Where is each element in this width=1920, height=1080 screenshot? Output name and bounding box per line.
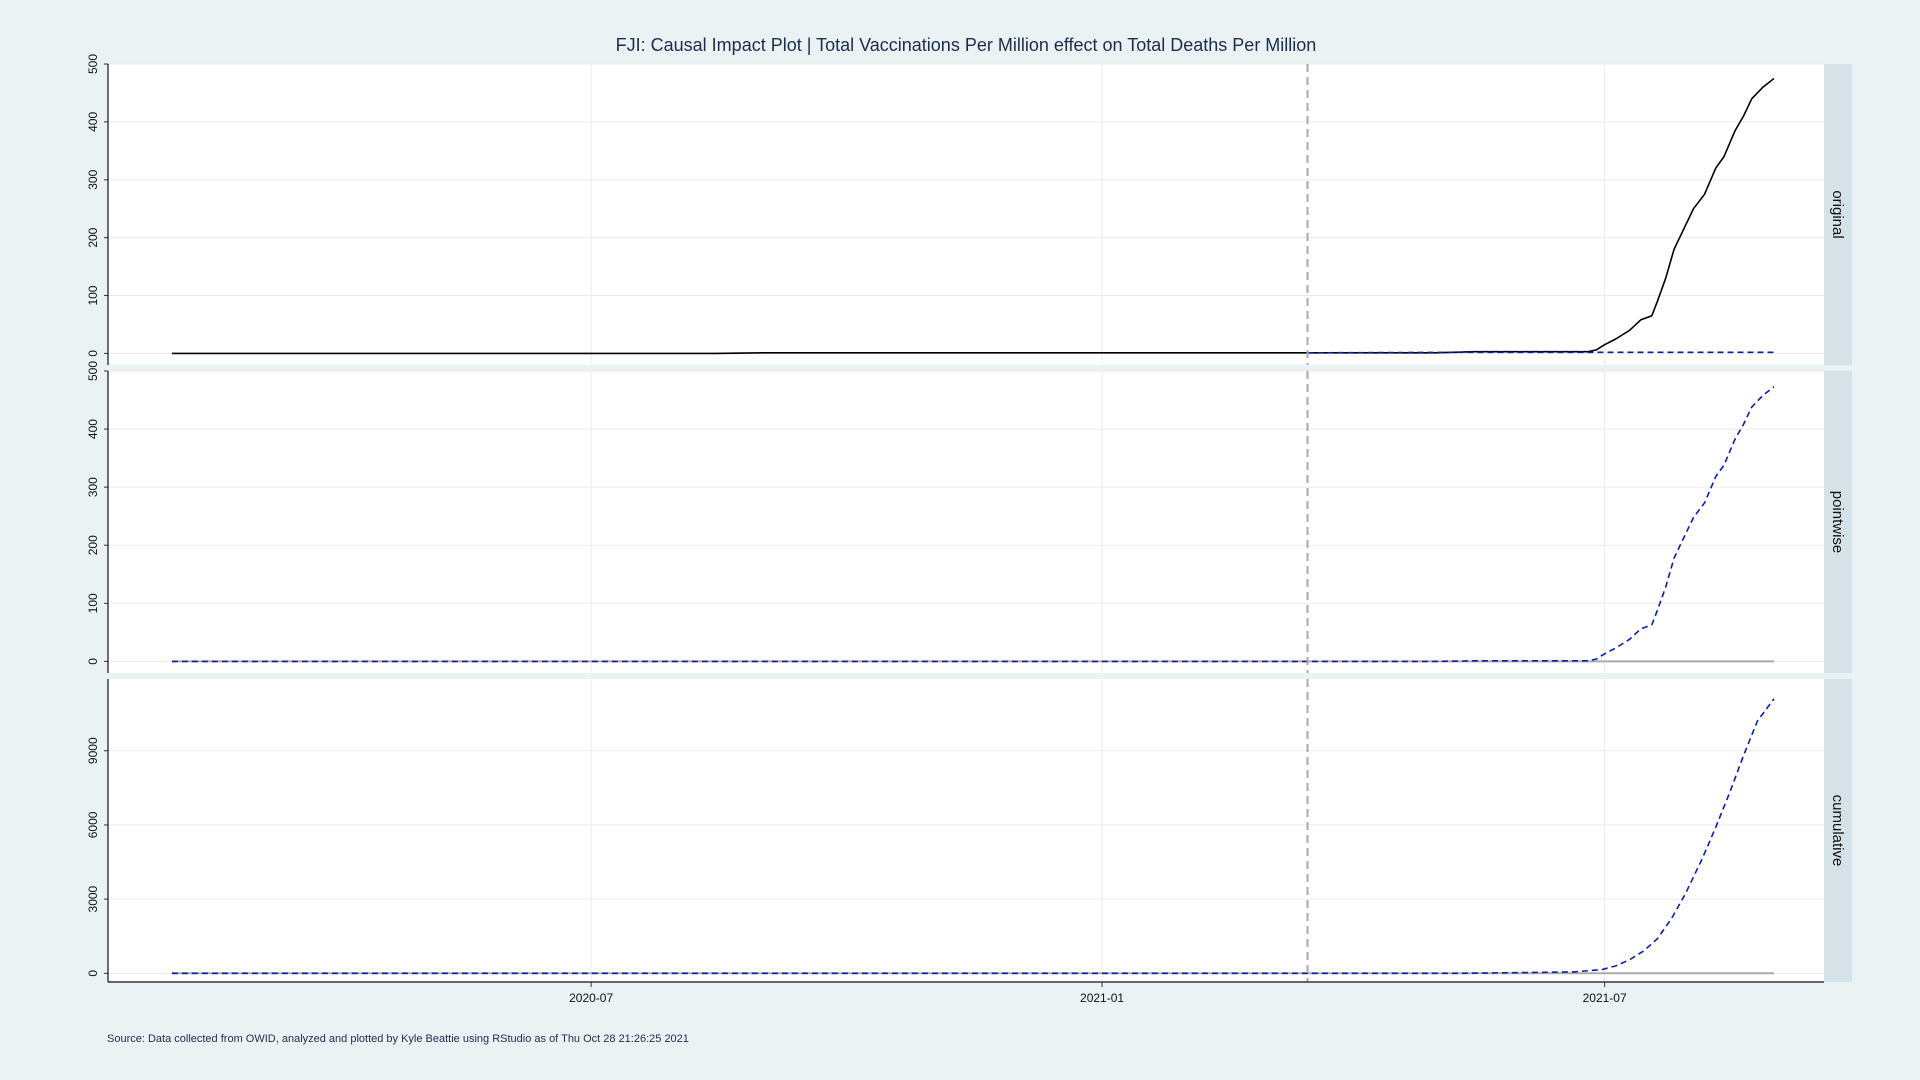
- y-tick-label: 200: [86, 227, 100, 247]
- panel-background: [108, 679, 1824, 982]
- y-tick-label: 6000: [86, 811, 100, 838]
- y-tick-label: 100: [86, 285, 100, 305]
- panel-background: [108, 64, 1824, 365]
- y-tick-label: 300: [86, 477, 100, 497]
- series-actual-line: [171, 77, 1775, 355]
- y-tick-label: 400: [86, 112, 100, 132]
- y-tick-label: 0: [86, 658, 100, 665]
- panel-background: [108, 371, 1824, 673]
- panel-cumulative: 0 3000 6000 9000 cumulative: [86, 679, 1852, 982]
- panel-original: 0 100 200 300 400 500 original: [86, 54, 1852, 365]
- y-tick-label: 200: [86, 535, 100, 555]
- facet-label-pointwise: pointwise: [1829, 491, 1846, 554]
- chart-caption: Source: Data collected from OWID, analyz…: [107, 1033, 689, 1045]
- series-predicted-line: [171, 386, 1775, 663]
- y-tick-label: 400: [86, 419, 100, 439]
- series-predicted-line: [171, 698, 1775, 975]
- panels-layer: 0 100 200 300 400 500 original 0 100 200 300 400 500…: [86, 54, 1852, 982]
- facet-strip: [1824, 64, 1852, 365]
- facet-label-original: original: [1829, 190, 1846, 238]
- x-tick-label: 2020-07: [569, 991, 613, 1005]
- y-tick-label: 0: [86, 970, 100, 977]
- y-tick-label: 3000: [86, 885, 100, 912]
- series-predicted-line: [1307, 351, 1774, 354]
- y-tick-label: 9000: [86, 737, 100, 764]
- y-tick-label: 0: [86, 350, 100, 357]
- panel-pointwise: 0 100 200 300 400 500 pointwise: [86, 361, 1852, 673]
- x-axis: 2020-07 2021-01 2021-07: [108, 981, 1824, 1005]
- y-tick-label: 300: [86, 169, 100, 189]
- x-tick-label: 2021-01: [1080, 991, 1124, 1005]
- y-tick-label: 500: [86, 54, 100, 74]
- facet-label-cumulative: cumulative: [1829, 795, 1846, 867]
- x-tick-label: 2021-07: [1583, 991, 1627, 1005]
- y-tick-label: 500: [86, 361, 100, 381]
- chart-title: FJI: Causal Impact Plot | Total Vaccinat…: [616, 35, 1317, 55]
- facet-strip: [1824, 679, 1852, 982]
- facet-strip: [1824, 371, 1852, 673]
- y-tick-label: 100: [86, 593, 100, 613]
